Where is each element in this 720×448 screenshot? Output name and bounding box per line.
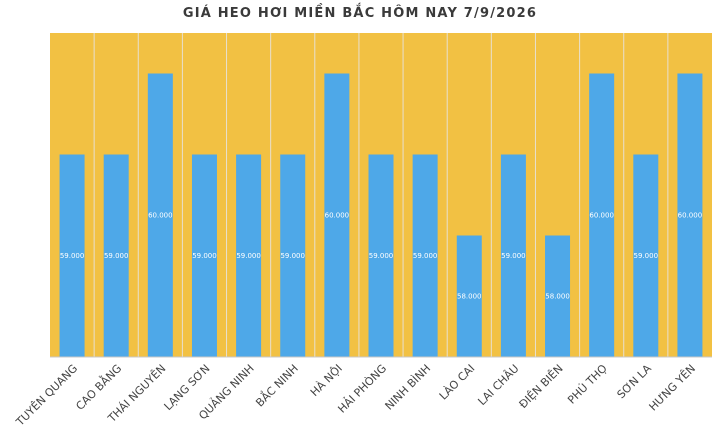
x-tick-label: LÀO CAI bbox=[437, 362, 478, 403]
bar-data-label: 60.000 bbox=[325, 211, 350, 219]
bar-data-label: 59.000 bbox=[236, 252, 261, 260]
chart-title: GIÁ HEO HƠI MIỀN BẮC HÔM NAY 7/9/2026 bbox=[182, 6, 538, 21]
x-tick-label: ĐIỆN BIÊN bbox=[517, 362, 566, 411]
bar bbox=[236, 154, 262, 357]
x-tick-label: HƯNG YÊN bbox=[647, 362, 699, 414]
bar bbox=[545, 235, 571, 357]
bar-data-label: 59.000 bbox=[60, 252, 85, 260]
bar-data-label: 59.000 bbox=[280, 252, 305, 260]
bar-data-label: 59.000 bbox=[634, 252, 659, 260]
bar-data-label: 59.000 bbox=[413, 252, 438, 260]
bar bbox=[633, 154, 659, 357]
bar bbox=[500, 154, 526, 357]
bar-data-label: 59.000 bbox=[369, 252, 394, 260]
bar bbox=[191, 154, 217, 357]
bar bbox=[368, 154, 394, 357]
bar-data-label: 59.000 bbox=[104, 252, 129, 260]
bar-data-label: 60.000 bbox=[589, 211, 614, 219]
bar-data-label: 59.000 bbox=[501, 252, 526, 260]
bar-data-label: 58.000 bbox=[457, 292, 482, 300]
bar bbox=[59, 154, 85, 357]
bar bbox=[456, 235, 482, 357]
bar-data-label: 59.000 bbox=[192, 252, 217, 260]
bar bbox=[324, 73, 350, 357]
x-tick-label: BẮC NINH bbox=[253, 361, 301, 409]
x-tick-label: SƠN LA bbox=[615, 362, 655, 402]
bar-data-label: 60.000 bbox=[148, 211, 173, 219]
bar bbox=[589, 73, 615, 357]
bar bbox=[147, 73, 173, 357]
x-tick-label: NINH BÌNH bbox=[383, 362, 434, 413]
bar bbox=[280, 154, 306, 357]
bar bbox=[412, 154, 438, 357]
bar bbox=[103, 154, 129, 357]
x-tick-label: HÀ NỘI bbox=[308, 362, 345, 399]
bar-data-label: 58.000 bbox=[545, 292, 570, 300]
x-tick-label: LAI CHÂU bbox=[475, 362, 521, 408]
x-tick-label: PHÚ THỌ bbox=[565, 362, 610, 407]
bar bbox=[677, 73, 703, 357]
x-tick-label: TUYÊN QUANG bbox=[13, 362, 80, 429]
bar-data-label: 60.000 bbox=[678, 211, 703, 219]
